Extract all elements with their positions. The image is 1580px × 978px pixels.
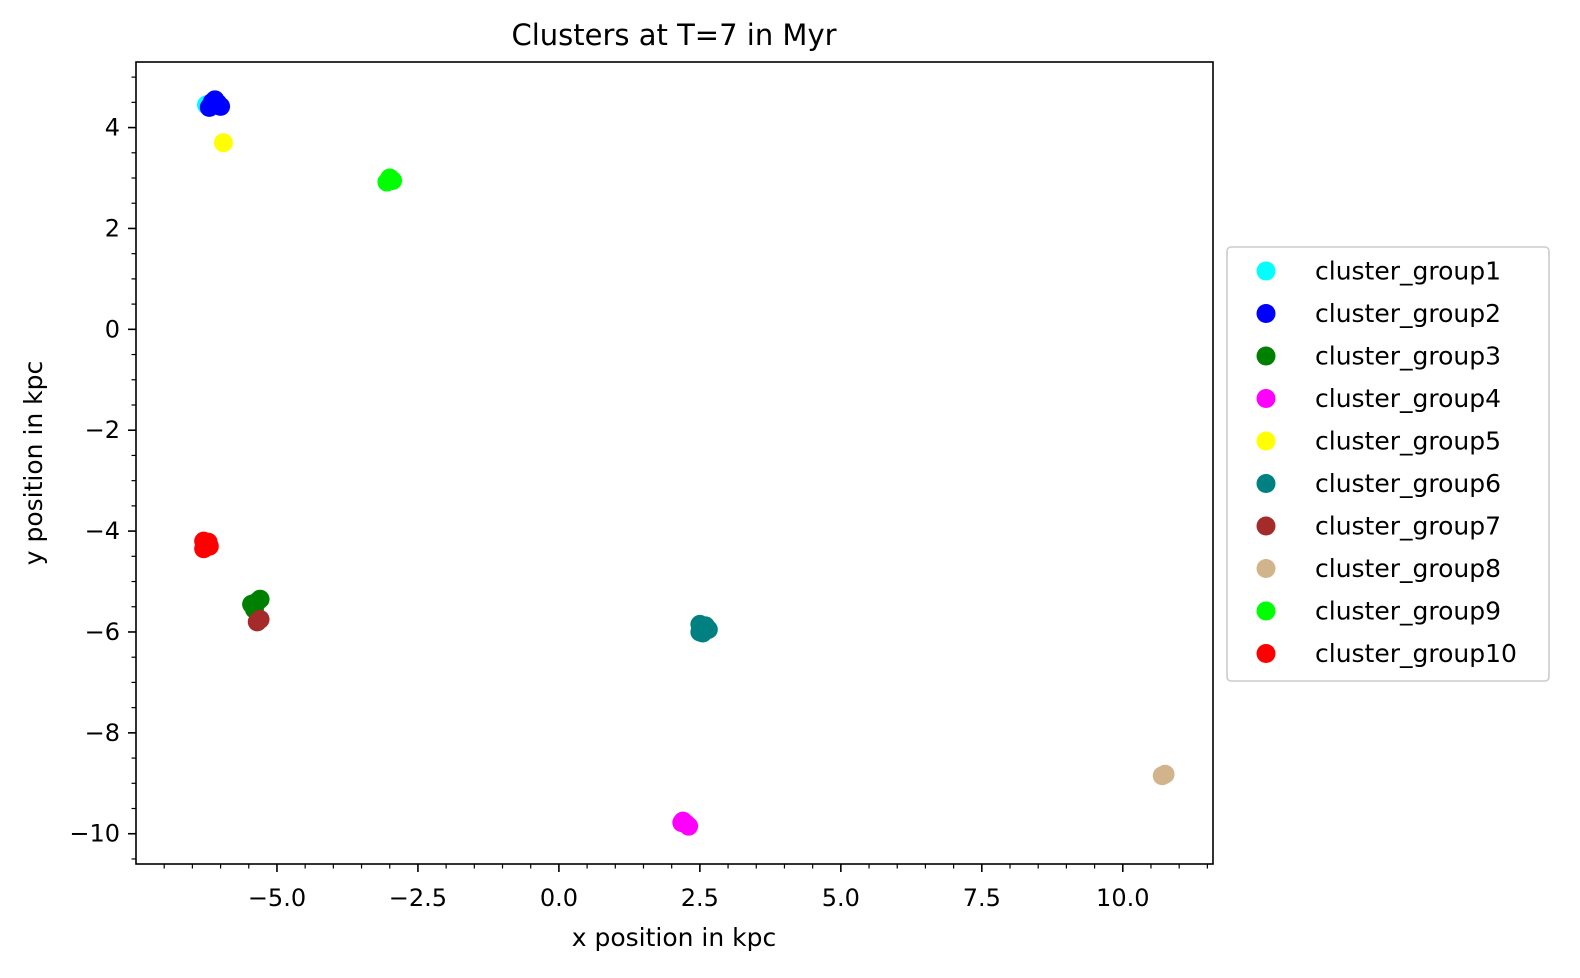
y-tick-label: 2 xyxy=(105,214,120,242)
y-tick-label: −6 xyxy=(85,618,120,646)
series-cluster_group3 xyxy=(242,589,270,619)
legend-label-cluster_group1: cluster_group1 xyxy=(1315,257,1501,286)
y-tick-label: −4 xyxy=(85,517,120,545)
data-point-cluster_group7 xyxy=(250,609,270,629)
y-tick-label: 0 xyxy=(105,315,120,343)
data-point-cluster_group5 xyxy=(213,133,233,153)
legend-marker-cluster_group6 xyxy=(1256,474,1276,493)
series-cluster_group9 xyxy=(377,168,403,192)
data-points xyxy=(194,90,1175,836)
data-point-cluster_group4 xyxy=(672,813,692,833)
series-cluster_group10 xyxy=(194,531,219,559)
data-point-cluster_group3 xyxy=(247,592,267,612)
x-tick-label: −2.5 xyxy=(389,884,447,912)
legend-label-cluster_group7: cluster_group7 xyxy=(1315,512,1501,541)
plot-area-frame xyxy=(135,61,1214,865)
legend-label-cluster_group2: cluster_group2 xyxy=(1315,299,1501,328)
series-cluster_group4 xyxy=(672,811,699,836)
legend-marker-cluster_group3 xyxy=(1256,346,1276,366)
legend-marker-cluster_group10 xyxy=(1256,644,1276,663)
legend-label-cluster_group10: cluster_group10 xyxy=(1315,639,1517,668)
x-tick-label: 5.0 xyxy=(822,884,860,912)
data-point-cluster_group9 xyxy=(377,172,397,192)
chart-title: Clusters at T=7 in Myr xyxy=(511,18,836,52)
legend-marker-cluster_group1 xyxy=(1256,261,1276,281)
legend-marker-cluster_group2 xyxy=(1256,304,1276,323)
x-axis-label: x position in kpc xyxy=(572,923,777,952)
data-point-cluster_group8 xyxy=(1155,764,1175,784)
x-tick-label: −5.0 xyxy=(248,884,306,912)
x-tick-label: 7.5 xyxy=(963,884,1001,912)
y-tick-label: −2 xyxy=(85,416,120,444)
y-tick-label: 4 xyxy=(105,114,120,142)
series-cluster_group8 xyxy=(1152,764,1175,786)
legend-marker-cluster_group9 xyxy=(1256,601,1276,621)
y-tick-label: −10 xyxy=(69,820,120,848)
x-tick-label: 0.0 xyxy=(540,884,578,912)
data-point-cluster_group10 xyxy=(198,532,218,552)
series-cluster_group7 xyxy=(247,609,270,632)
legend-label-cluster_group5: cluster_group5 xyxy=(1315,427,1501,456)
legend-marker-cluster_group5 xyxy=(1256,431,1276,451)
y-axis-label: y position in kpc xyxy=(19,361,48,566)
x-tick-label: 10.0 xyxy=(1096,884,1149,912)
data-point-cluster_group2 xyxy=(208,93,228,113)
x-tick-label: 2.5 xyxy=(681,884,719,912)
legend: cluster_group1 cluster_group2 cluster_grou… xyxy=(1226,246,1550,682)
legend-marker-cluster_group8 xyxy=(1256,559,1276,578)
legend-label-cluster_group9: cluster_group9 xyxy=(1315,597,1501,626)
series-cluster_group6 xyxy=(690,614,718,643)
legend-marker-cluster_group7 xyxy=(1256,516,1276,536)
legend-label-cluster_group6: cluster_group6 xyxy=(1315,469,1501,498)
series-cluster_group2 xyxy=(199,90,231,117)
series-cluster_group5 xyxy=(213,133,233,153)
y-tick-label: −8 xyxy=(85,719,120,747)
data-point-cluster_group6 xyxy=(693,623,713,643)
legend-marker-cluster_group4 xyxy=(1256,389,1276,408)
legend-label-cluster_group3: cluster_group3 xyxy=(1315,342,1501,371)
legend-label-cluster_group8: cluster_group8 xyxy=(1315,554,1501,583)
legend-label-cluster_group4: cluster_group4 xyxy=(1315,384,1501,413)
axis-ticks: −5.0 −2.5 0.0 2.5 5.0 7.5 10.0 4 2 0 −2 −4 −6 −8 −10 xyxy=(69,76,1208,912)
legend-frame xyxy=(1226,246,1550,682)
